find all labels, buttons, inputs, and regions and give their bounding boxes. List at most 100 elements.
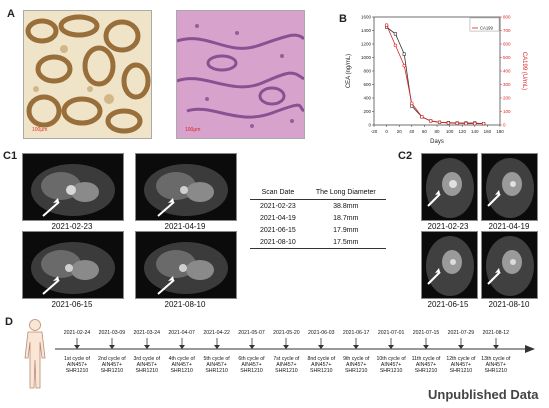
data-point [464,121,468,126]
timeline-cycle-line: 4th cycle of [168,356,195,362]
watermark-text: Unpublished Data [428,387,539,402]
timeline-cycle-line: AIN457+ [101,362,123,369]
x-tick-label: 80 [434,129,440,134]
timeline-cycle-label: 10th cycle of AIN457+ SHR1210 [373,356,409,375]
y-right-tick-label: 100 [503,109,511,114]
timeline-cycle-line: AIN457+ [206,362,227,369]
timeline-cycle-line: SHR1210 [484,368,508,375]
data-point [384,23,389,27]
timeline-cycle-line: SHR1210 [344,368,368,375]
timeline-cycle-line: AIN457+ [380,362,402,369]
table-cell: 2021-04-19 [260,214,296,222]
mri-c2-4 [481,231,538,299]
mri-c2-2 [481,153,538,221]
timeline-date: 2021-03-09 [98,330,126,336]
table-row: 2021-08-10 17.5mm [250,236,386,249]
timeline-date: 2021-05-20 [273,330,300,336]
mri-c2-1 [421,153,478,221]
timeline-cycle-line: 10th cycle of [376,356,406,362]
x-tick-label: 180 [496,129,504,134]
data-point [393,43,398,48]
timeline-cycle-label: 4th cycle of AIN457+ SHR1210 [164,356,200,375]
c2-date-4: 2021-08-10 [488,300,530,309]
x-axis-label: Days [430,139,444,145]
table-header-row: Scan Date The Long Diameter [250,186,386,200]
timeline-down-arrow-icon [108,338,115,349]
mri-c2-3-texture [426,236,474,296]
table-header-scan-date: Scan Date [250,186,306,200]
mri-c1-2 [135,153,237,221]
mri-c1-2-texture [144,164,228,217]
data-point [420,115,424,119]
timeline-cycle-line: SHR1210 [205,368,228,375]
timeline-date: 2021-07-15 [412,330,440,336]
table-header-long-diameter: The Long Diameter [305,186,386,200]
table-row: 2021-06-15 17.9mm [250,224,386,236]
x-tick-label: 140 [471,129,479,134]
timeline-date: 2021-08-12 [482,330,510,336]
y-right-tick-label: 0 [503,123,506,128]
timeline-date: 2021-03-24 [133,330,161,336]
timeline-cycle-line: AIN457+ [136,362,157,369]
timeline-cycle-label: 1st cycle of AIN457+ SHR1210 [59,356,95,375]
table-cell: 2021-02-23 [260,202,296,210]
mri-c1-1-texture [31,164,115,217]
timeline-date: 2021-05-07 [238,330,265,336]
timeline-cycle-line: 5th cycle of [203,356,230,362]
c1-date-1: 2021-02-23 [51,222,93,231]
y-left-tick-label: 1600 [361,15,372,20]
timeline-cycle-label: 11th cycle of AIN457+ SHR1210 [408,356,444,375]
data-point [473,121,477,126]
timeline-axis [55,345,535,353]
x-tick-label: -20 [371,129,378,134]
c2-date-3: 2021-06-15 [427,300,469,309]
panel-label-d: D [5,316,13,328]
x-tick-label: 60 [422,129,428,134]
y-right-tick-label: 500 [503,55,511,60]
timeline-cycle-line: AIN457+ [66,362,88,369]
y-left-tick-label: 0 [368,123,371,128]
patient-figure-icon [24,319,46,389]
x-tick-label: 120 [458,129,466,134]
timeline-date: 2021-02-24 [63,330,91,336]
timeline-cycle-line: SHR1210 [310,368,333,375]
timeline-down-arrow-icon [457,338,464,349]
mri-c2-4-texture [486,236,534,296]
diameter-table: Scan Date The Long Diameter 2021-02-23 3… [250,186,386,249]
timeline-cycle-line: 3rd cycle of [133,356,161,362]
x-tick-label: 100 [446,129,454,134]
timeline-cycle-line: SHR1210 [379,368,403,375]
mri-c1-3 [22,231,124,299]
tumor-marker-chart: -20 0 20 40 60 80 100 120 140 160 1800200400600800… [346,15,527,146]
timeline-cycle-line: SHR1210 [100,368,124,375]
timeline-cycle-label: 13th cycle of AIN457+ SHR1210 [478,356,514,375]
timeline-cycle-line: SHR1210 [65,368,89,375]
timeline-cycle-line: 13th cycle of [481,356,511,362]
y-left-tick-label: 600 [363,82,371,87]
timeline-date: 2021-04-22 [203,330,230,336]
table-cell: 17.5mm [305,236,386,249]
timeline-cycle-line: SHR1210 [135,368,159,375]
panel-label-c1: C1 [3,150,18,162]
timeline-cycle-label: 7st cycle of AIN457+ SHR1210 [268,356,304,375]
y-right-tick-label: 300 [503,82,511,87]
timeline-cycle-line: AIN457+ [311,362,332,369]
c2-date-2: 2021-04-19 [488,222,530,231]
c2-date-1: 2021-02-23 [427,222,469,231]
timeline-cycle-label: 3rd cycle of AIN457+ SHR1210 [129,356,165,375]
series-line [386,26,484,125]
timeline-cycle-line: SHR1210 [275,368,298,375]
y-axis-label-left: CEA (ng/mL) [346,54,352,88]
y-right-tick-label: 700 [503,28,511,33]
data-point [437,120,442,125]
data-point [410,101,414,106]
ihc-image: 100μm [23,10,152,139]
timeline-cycle-label: 5th cycle of AIN457+ SHR1210 [199,356,235,375]
timeline-down-arrow-icon [423,338,429,349]
y-right-tick-label: 200 [503,96,511,101]
timeline-down-arrow-icon [143,338,150,349]
y-left-tick-label: 1000 [361,55,372,60]
timeline-cycle-line: AIN457+ [485,362,506,369]
timeline-down-arrow-icon [248,338,255,349]
mri-c2-1-texture [426,158,474,218]
